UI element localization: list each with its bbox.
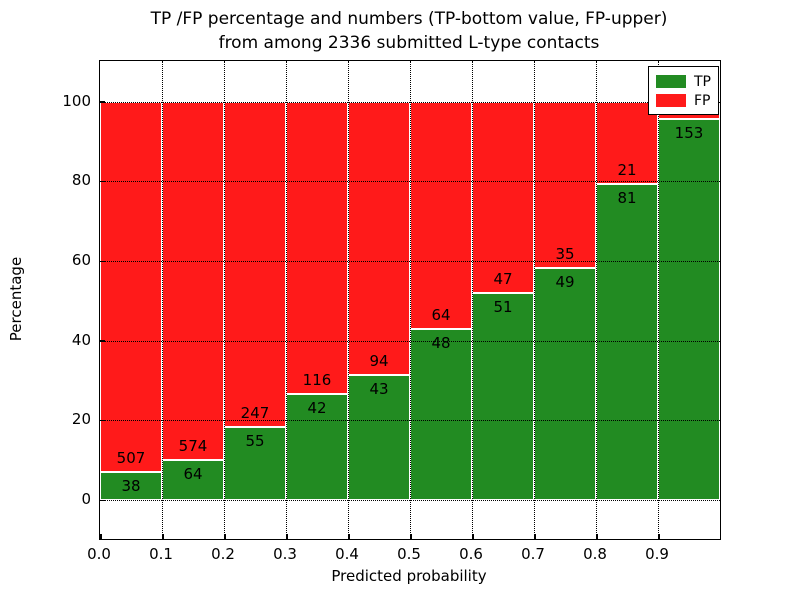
fp-bar-segment	[100, 101, 162, 473]
x-tick-label: 0.7	[521, 545, 545, 563]
chart-title-line2: from among 2336 submitted L-type contact…	[218, 33, 600, 53]
y-tick-mark	[100, 419, 105, 422]
x-tick-mark	[100, 534, 102, 539]
x-tick-label: 0.4	[335, 545, 359, 563]
x-gridline	[409, 61, 411, 539]
x-tick-label: 0.2	[211, 545, 235, 563]
legend: TP FP	[648, 66, 719, 115]
x-gridline	[285, 61, 287, 539]
y-tick-mark	[100, 101, 105, 103]
tp-bar-segment	[472, 292, 534, 500]
tp-count-label: 42	[307, 399, 327, 418]
tp-bar-segment	[596, 183, 658, 500]
tp-bar-segment	[348, 374, 410, 500]
y-tick-label: 100	[62, 91, 91, 110]
x-tick-label: 0.8	[583, 545, 607, 563]
fp-bar-segment	[286, 101, 348, 395]
fp-legend-swatch	[656, 94, 686, 107]
tp-bar-segment	[410, 329, 472, 500]
fp-bar-segment	[472, 101, 534, 293]
x-tick-label: 0.6	[459, 545, 483, 563]
legend-row-tp: TP	[649, 72, 718, 91]
x-tick-label: 0.3	[273, 545, 297, 563]
y-tick-mark	[100, 340, 105, 342]
fp-bar-segment	[348, 101, 410, 375]
y-tick-label: 20	[71, 410, 91, 429]
tp-count-label: 51	[493, 297, 513, 316]
fp-count-label: 247	[240, 404, 270, 423]
y-tick-label: 60	[71, 251, 91, 269]
x-tick-mark	[286, 534, 288, 539]
x-tick-mark	[534, 534, 536, 539]
x-gridline	[161, 61, 163, 539]
fp-bar-segment	[534, 101, 596, 268]
x-gridline	[533, 61, 535, 539]
tp-bar-segment	[534, 267, 596, 500]
x-axis-label: Predicted probability	[331, 567, 487, 585]
fp-bar-segment	[224, 101, 286, 428]
x-tick-mark	[348, 534, 350, 539]
fp-count-label: 21	[617, 160, 637, 179]
fp-bar-segment	[410, 101, 472, 330]
x-gridline	[223, 61, 225, 539]
tp-count-label: 153	[674, 124, 704, 143]
x-gridline	[347, 61, 349, 539]
y-tick-mark	[100, 180, 105, 183]
legend-row-fp: FP	[649, 91, 718, 110]
fp-count-label: 35	[555, 244, 575, 263]
tp-count-label: 55	[245, 432, 265, 451]
y-tick-mark	[100, 499, 105, 501]
tp-count-label: 64	[183, 465, 203, 484]
fp-count-label: 116	[302, 371, 332, 390]
tp-count-label: 43	[369, 379, 389, 398]
fp-count-label: 47	[493, 269, 513, 288]
fp-count-label: 507	[116, 449, 146, 468]
x-tick-mark	[658, 534, 660, 539]
y-tick-label: 0	[81, 490, 91, 508]
legend-label-fp: FP	[694, 92, 711, 109]
tp-count-label: 81	[617, 188, 637, 207]
y-tick-label: 40	[71, 330, 91, 349]
y-tick-label: 80	[71, 171, 91, 190]
plot-area: 507 38 574 64 247 55 116 42 94 43 64 48 47 51 35 49 21 81…	[99, 60, 721, 540]
tp-count-label: 38	[121, 477, 141, 496]
x-tick-label: 0.5	[397, 545, 421, 563]
x-tick-mark	[410, 534, 412, 539]
x-tick-mark	[162, 534, 164, 539]
y-axis-label: Percentage	[7, 256, 25, 342]
y-tick-mark	[100, 260, 105, 262]
fp-count-label: 574	[178, 437, 208, 456]
x-tick-mark	[472, 534, 474, 539]
tp-bar-segment	[658, 119, 720, 500]
tp-bar-segment	[224, 427, 286, 500]
chart-title: TP /FP percentage and numbers (TP-bottom…	[99, 7, 719, 55]
tp-bar-segment	[100, 472, 162, 500]
x-tick-label: 0.0	[87, 545, 111, 563]
x-tick-mark	[224, 534, 226, 539]
tp-count-label: 48	[431, 334, 451, 353]
tp-bar-segment	[162, 460, 224, 500]
fp-count-label: 64	[431, 306, 451, 325]
x-tick-label: 0.9	[645, 545, 669, 563]
fp-bar-segment	[162, 101, 224, 461]
tp-legend-swatch	[656, 75, 686, 88]
tp-count-label: 49	[555, 272, 575, 291]
x-gridline	[595, 61, 597, 539]
x-gridline	[471, 61, 473, 539]
chart-title-line1: TP /FP percentage and numbers (TP-bottom…	[150, 9, 668, 29]
x-tick-label: 0.1	[149, 545, 173, 563]
legend-label-tp: TP	[694, 73, 711, 90]
x-tick-mark	[596, 534, 598, 539]
x-gridline	[657, 61, 659, 539]
fp-count-label: 94	[369, 351, 389, 370]
